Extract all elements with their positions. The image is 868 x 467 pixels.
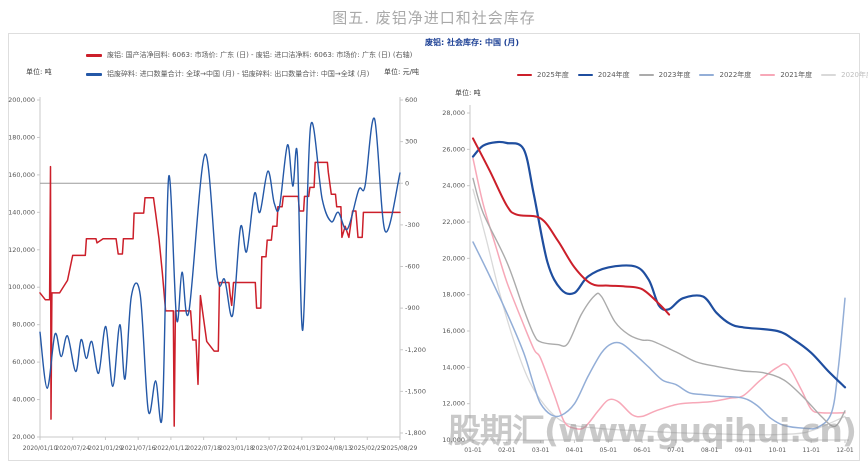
series-line — [472, 157, 846, 430]
left-xtick-label: 2020/01/10 — [23, 445, 58, 452]
left-xtick-label: 2025/08/29 — [383, 445, 418, 452]
left-rytick-label: 300 — [405, 138, 417, 146]
left-xtick-label: 2023/07/27 — [252, 445, 287, 452]
series-line — [471, 140, 847, 389]
figure-title: 图五. 废铝净进口和社会库存 — [332, 9, 536, 27]
legend-item-label: 2025年度 — [537, 71, 569, 79]
left-chart-unit-left: 单位: 吨 — [26, 68, 52, 76]
left-rytick-label: -900 — [405, 304, 420, 312]
left-rytick-label: -1,500 — [405, 387, 426, 395]
series-line — [472, 241, 846, 430]
legend-item: 2022年度 — [699, 70, 751, 80]
left-xtick-label: 2022/07/18 — [186, 445, 221, 452]
legend-item: 2023年度 — [638, 70, 691, 80]
legend-item: 2024年度 — [577, 70, 630, 80]
legend-item-label: 2022年度 — [719, 71, 752, 79]
right-ytick-label: 18,000 — [442, 291, 465, 299]
right-xtick-label: 07-01 — [667, 447, 685, 454]
right-xtick-label: 03-01 — [532, 447, 550, 454]
right-ytick-label: 12,000 — [442, 400, 465, 408]
left-xtick-label: 2020/07/24 — [55, 445, 90, 452]
left-xtick-label: 2025/02/25 — [350, 445, 385, 452]
series-line — [39, 117, 401, 424]
right-xtick-label: 06-01 — [633, 447, 651, 454]
left-chart-legend-row-price: 废铝: 国产洁净回料: 6063: 市场价: 广东 (日) - 废铝: 进口洁净… — [86, 50, 412, 60]
legend-line-swatch-icon — [577, 73, 593, 77]
legend-line-swatch-icon — [699, 73, 715, 77]
right-ytick-label: 28,000 — [442, 109, 465, 117]
left-xtick-label: 2022/01/12 — [154, 445, 189, 452]
left-legend-label-volume: 铝废碎料: 进口数量合计: 全球→中国 (月) - 铝废碎料: 出口数量合计: … — [107, 70, 370, 78]
right-xtick-label: 04-01 — [566, 447, 584, 454]
legend-line-swatch-icon — [517, 73, 532, 77]
left-ytick-label: 20,000 — [12, 433, 35, 441]
right-chart-legend: 2025年度 2024年度 2023年度 2022年度 2021年度 2020年度 — [517, 70, 868, 80]
left-xtick-label: 2024/01/31 — [285, 445, 320, 452]
legend-line-swatch-icon — [638, 73, 654, 77]
legend-item-label: 2020年度 — [841, 71, 868, 79]
legend-item-label: 2024年度 — [597, 71, 630, 79]
legend-item: 2020年度 — [821, 70, 868, 80]
left-ytick-label: 120,000 — [8, 246, 35, 254]
left-chart-unit-right: 单位: 元/吨 — [384, 68, 419, 76]
right-chart-unit: 单位: 吨 — [455, 89, 481, 97]
right-ytick-label: 14,000 — [442, 363, 465, 371]
right-ytick-label: 26,000 — [442, 145, 465, 153]
legend-item: 2021年度 — [760, 70, 812, 80]
right-xtick-label: 09-01 — [735, 447, 753, 454]
legend-item-label: 2023年度 — [658, 71, 691, 79]
left-xtick-label: 2024/08/13 — [317, 445, 352, 452]
left-ytick-label: 60,000 — [12, 358, 35, 366]
left-ytick-label: 180,000 — [8, 133, 35, 141]
right-ytick-label: 10,000 — [442, 436, 465, 444]
right-xtick-label: 12-01 — [836, 447, 854, 454]
chart-panel — [8, 33, 860, 461]
right-chart-title: 废铝: 社会库存: 中国 (月) — [425, 38, 520, 47]
right-xtick-label: 01-01 — [464, 447, 482, 454]
left-xtick-label: 2021/07/16 — [121, 445, 156, 452]
left-ytick-label: 200,000 — [8, 96, 35, 104]
right-xtick-label: 02-01 — [498, 447, 516, 454]
left-rytick-label: 600 — [405, 96, 417, 104]
right-xtick-label: 08-01 — [701, 447, 719, 454]
series-line — [39, 161, 401, 427]
right-ytick-label: 20,000 — [442, 254, 465, 262]
right-xtick-label: 05-01 — [600, 447, 618, 454]
right-ytick-label: 16,000 — [442, 327, 465, 335]
left-xtick-label: 2023/01/18 — [219, 445, 254, 452]
left-legend-label-price: 废铝: 国产洁净回料: 6063: 市场价: 广东 (日) - 废铝: 进口洁净… — [107, 51, 413, 59]
red-line-swatch-icon — [86, 53, 102, 57]
left-rytick-label: -1,800 — [405, 429, 426, 437]
left-ytick-label: 160,000 — [8, 171, 35, 179]
left-ytick-label: 140,000 — [8, 208, 35, 216]
left-ytick-label: 40,000 — [12, 396, 35, 404]
left-rytick-label: -1,200 — [405, 346, 426, 354]
legend-line-swatch-icon — [760, 73, 776, 77]
legend-item-label: 2021年度 — [780, 71, 813, 79]
series-line — [472, 188, 846, 436]
left-ytick-label: 100,000 — [8, 283, 35, 291]
right-ytick-label: 24,000 — [442, 182, 465, 190]
left-rytick-label: -600 — [405, 263, 420, 271]
left-rytick-label: -300 — [405, 221, 420, 229]
blue-line-swatch-icon — [86, 72, 102, 76]
right-ytick-label: 22,000 — [442, 218, 465, 226]
left-xtick-label: 2021/01/29 — [88, 445, 123, 452]
right-xtick-label: 10-01 — [769, 447, 787, 454]
right-xtick-label: 11-01 — [802, 447, 820, 454]
left-rytick-label: 0 — [405, 179, 409, 187]
left-chart-legend-row-volume: 铝废碎料: 进口数量合计: 全球→中国 (月) - 铝废碎料: 出口数量合计: … — [86, 69, 369, 79]
legend-line-swatch-icon — [821, 73, 837, 77]
legend-item: 2025年度 — [517, 70, 569, 80]
left-ytick-label: 80,000 — [12, 321, 35, 329]
series-line — [472, 137, 671, 316]
series-line — [472, 177, 846, 428]
watermark: 股期汇(www.guqihui.cn) — [448, 411, 857, 450]
